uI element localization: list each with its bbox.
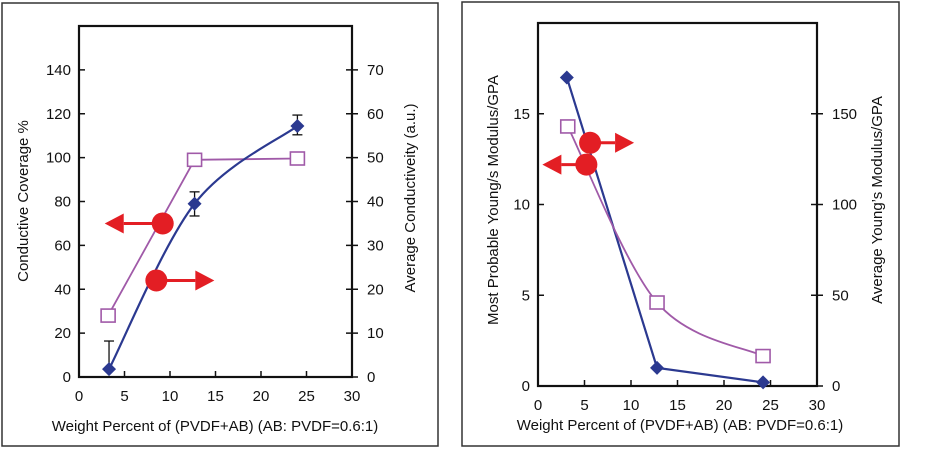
x-tick-label: 5 <box>580 397 588 414</box>
y-tick-label: 20 <box>54 325 71 342</box>
y2-tick-label: 50 <box>832 287 849 304</box>
y2-tick-label: 20 <box>367 281 384 298</box>
square-marker <box>649 295 665 310</box>
y2-tick-label: 50 <box>367 150 384 167</box>
x-tick-label: 20 <box>253 388 270 405</box>
diamond-marker <box>187 196 202 211</box>
y2-tick-label: 70 <box>367 62 384 79</box>
y2-tick-label: 30 <box>367 237 384 254</box>
y2-axis-title: Average Conductiveity (a.u.) <box>402 104 419 293</box>
square-marker <box>100 308 116 323</box>
modulus-chart: Weight Percent of (PVDF+AB) (AB: PVDF=0.… <box>485 21 886 434</box>
y-tick-label: 0 <box>522 378 530 395</box>
arrow-dot <box>151 212 174 235</box>
y-tick-label: 15 <box>513 106 530 123</box>
square-marker <box>186 152 203 168</box>
y-axis-title: Conductive Coverage % <box>15 120 32 282</box>
square-marker <box>559 119 576 134</box>
y-tick-label: 140 <box>46 62 71 79</box>
x-axis-title: Weight Percent of (PVDF+AB) (AB: PVDF=0.… <box>517 417 844 434</box>
right-panel-frame <box>461 1 900 447</box>
plot-frame <box>536 21 819 388</box>
y2-tick-label: 0 <box>832 378 840 395</box>
x-tick-label: 0 <box>534 397 542 414</box>
left-panel-frame <box>1 2 439 447</box>
plot-frame <box>77 24 354 379</box>
x-tick-label: 30 <box>809 397 826 414</box>
x-tick-label: 20 <box>716 397 733 414</box>
y2-tick-label: 0 <box>367 369 375 386</box>
arrow-dot <box>575 153 598 176</box>
conductivity-chart: Weight Percent of (PVDF+AB) (AB: PVDF=0.… <box>15 24 419 435</box>
square-marker <box>755 348 771 364</box>
square-marker <box>289 151 306 166</box>
series-line <box>108 125 299 370</box>
y-tick-label: 10 <box>513 197 530 214</box>
y2-tick-label: 40 <box>367 194 384 211</box>
series-line <box>107 157 298 317</box>
y-tick-label: 40 <box>54 281 71 298</box>
x-tick-label: 10 <box>623 397 640 414</box>
x-tick-label: 0 <box>75 388 83 405</box>
diamond-marker <box>559 70 574 85</box>
x-tick-label: 25 <box>298 388 315 405</box>
arrow-dot <box>145 269 168 292</box>
y-tick-label: 5 <box>522 287 530 304</box>
y2-tick-label: 60 <box>367 106 384 123</box>
x-tick-label: 25 <box>762 397 779 414</box>
arrow-left-icon <box>542 154 562 175</box>
x-tick-label: 30 <box>344 388 361 405</box>
x-tick-label: 5 <box>120 388 128 405</box>
x-tick-label: 15 <box>207 388 224 405</box>
y2-tick-label: 100 <box>832 197 857 214</box>
y2-tick-label: 10 <box>367 325 384 342</box>
series-line <box>565 77 764 384</box>
diamond-marker <box>102 362 117 377</box>
diamond-marker <box>756 375 771 390</box>
arrow-dot <box>579 131 602 154</box>
y2-tick-label: 150 <box>832 106 857 123</box>
series-line <box>566 126 764 357</box>
x-tick-label: 10 <box>162 388 179 405</box>
arrow-left-icon <box>104 213 124 234</box>
diamond-marker <box>290 119 305 134</box>
y-axis-title: Most Probable Young/s Modulus/GPA <box>485 75 502 325</box>
y-tick-label: 60 <box>54 237 71 254</box>
arrow-right-icon <box>195 270 215 291</box>
y2-axis-title: Average Young’s Modulus/GPA <box>869 96 886 304</box>
x-axis-title: Weight Percent of (PVDF+AB) (AB: PVDF=0.… <box>52 418 379 435</box>
y-tick-label: 80 <box>54 194 71 211</box>
y-tick-label: 120 <box>46 106 71 123</box>
arrow-right-icon <box>615 132 635 153</box>
diamond-marker <box>650 360 665 375</box>
x-tick-label: 15 <box>669 397 686 414</box>
y-tick-label: 100 <box>46 150 71 167</box>
y-tick-label: 0 <box>63 369 71 386</box>
